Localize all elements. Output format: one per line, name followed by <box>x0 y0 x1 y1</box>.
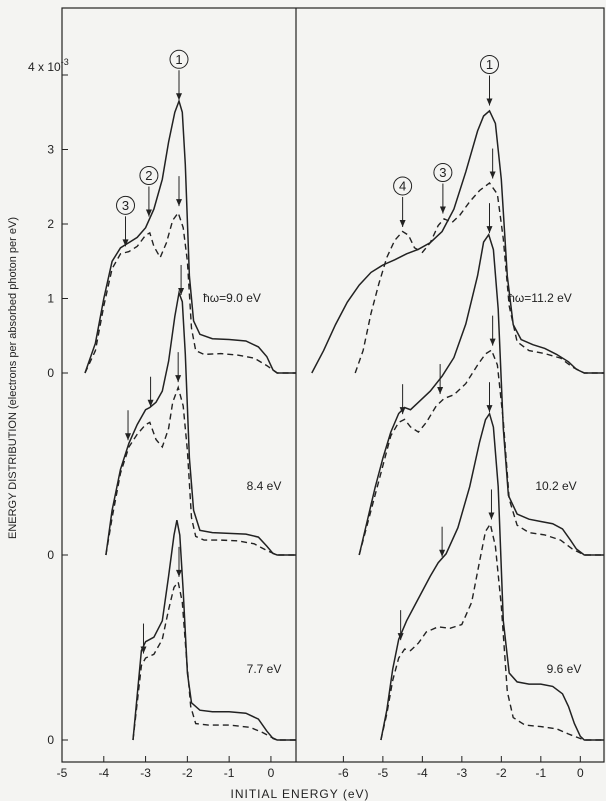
x-tick-label: 0 <box>268 766 275 780</box>
plot-frame <box>61 7 605 763</box>
peak-arrowhead-icon <box>140 646 147 654</box>
x-tick-label: -3 <box>457 766 468 780</box>
x-tick-label: -6 <box>338 766 349 780</box>
photon-energy-label: ħω=11.2 eV <box>508 291 572 305</box>
peak-arrowhead-icon <box>489 338 496 346</box>
y-tick-label: 2 <box>47 217 54 231</box>
peak-arrowhead-icon <box>439 549 446 557</box>
peak-arrowhead-icon <box>125 433 132 441</box>
solid-series-line <box>380 411 604 741</box>
y-scale-mantissa: 4 x 10 <box>28 60 61 74</box>
photon-energy-label: 7.7 eV <box>247 662 282 676</box>
peak-arrowhead-icon <box>178 287 185 295</box>
peak-arrowhead-icon <box>399 219 406 227</box>
peak-arrowhead-icon <box>488 512 495 520</box>
x-tick-label: -2 <box>496 766 507 780</box>
peak-arrowhead-icon <box>176 199 182 207</box>
peak-arrowhead-icon <box>397 633 404 641</box>
y-scale-exponent: -3 <box>61 57 69 67</box>
photon-energy-label: 10.2 eV <box>535 479 576 493</box>
x-tick-label: -4 <box>98 766 109 780</box>
peak-label: 3 <box>122 198 129 213</box>
peak-arrowhead-icon <box>122 239 129 247</box>
solid-series-line <box>132 520 296 741</box>
peak-label: 1 <box>486 57 493 72</box>
solid-series-line <box>311 109 604 374</box>
peak-label-circle <box>116 195 136 215</box>
peak-label-circle <box>479 55 499 75</box>
peak-arrowhead-icon <box>399 407 406 415</box>
y-tick-label: 0 <box>47 548 54 562</box>
y-tick-label: 0 <box>47 366 54 380</box>
x-tick-label: -4 <box>417 766 428 780</box>
peak-label: 2 <box>145 168 152 183</box>
peak-arrowhead-icon <box>437 387 444 395</box>
peak-label-circle <box>433 163 453 183</box>
peak-label: 1 <box>175 52 182 67</box>
solid-series-line <box>84 98 296 374</box>
y-tick-label: 0 <box>47 733 54 747</box>
photon-energy-label: 9.6 eV <box>547 662 582 676</box>
peak-arrowhead-icon <box>486 226 493 234</box>
peak-arrowhead-icon <box>145 209 152 217</box>
solid-series-line <box>105 289 296 556</box>
photon-energy-label: ħω=9.0 eV <box>203 291 261 305</box>
peak-label-circle <box>169 49 189 69</box>
peak-label: 4 <box>399 178 406 193</box>
peak-label: 3 <box>439 165 446 180</box>
x-tick-label: -5 <box>378 766 389 780</box>
photon-energy-label: 8.4 eV <box>247 479 282 493</box>
x-tick-label: -5 <box>57 766 68 780</box>
dashed-series-line <box>358 349 604 556</box>
peak-arrowhead-icon <box>176 569 182 577</box>
dashed-series-line <box>132 580 296 741</box>
peak-arrowhead-icon <box>486 98 493 106</box>
x-tick-label: -1 <box>224 766 235 780</box>
peak-label-circle <box>393 176 413 196</box>
solid-series-line <box>358 233 604 556</box>
peak-arrowhead-icon <box>486 405 493 413</box>
y-axis-title: ENERGY DISTRIBUTION (electrons per absor… <box>7 217 19 539</box>
dashed-series-line <box>380 522 604 741</box>
y-tick-label: 1 <box>47 292 54 306</box>
x-tick-label: -2 <box>182 766 193 780</box>
y-scale-label: 4 x 10-3 <box>28 57 69 74</box>
x-tick-label: -3 <box>140 766 151 780</box>
peak-arrowhead-icon <box>489 171 496 179</box>
x-axis-title: INITIAL ENERGY (eV) <box>230 787 369 801</box>
peak-arrowhead-icon <box>175 375 182 383</box>
x-tick-label: -1 <box>535 766 546 780</box>
peak-arrowhead-icon <box>176 93 182 101</box>
peak-arrowhead-icon <box>439 206 446 214</box>
dashed-series-line <box>354 182 604 374</box>
y-tick-label: 3 <box>47 143 54 157</box>
peak-arrowhead-icon <box>147 399 154 407</box>
y-axis-title-group: ENERGY DISTRIBUTION (electrons per absor… <box>7 217 19 539</box>
dashed-series-line <box>105 385 296 556</box>
plot-area: -5 -4 -3 -2 -1 0 0 1 2 3 3 2 1 ħω=9.0 eV 0 8.4 eV 0 7.7 e… <box>47 7 605 780</box>
x-tick-label: 0 <box>577 766 584 780</box>
dashed-series-line <box>84 211 296 374</box>
peak-label-circle <box>139 166 159 186</box>
